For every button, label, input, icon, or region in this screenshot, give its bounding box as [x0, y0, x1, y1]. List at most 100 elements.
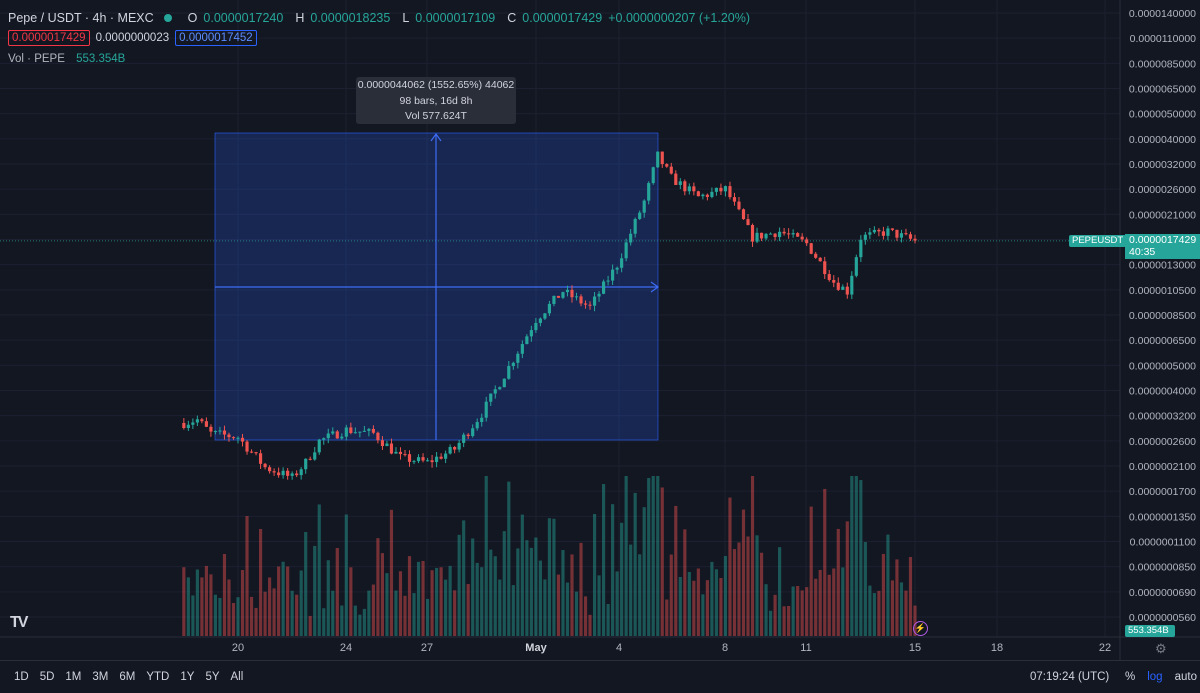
volume-bar	[475, 562, 479, 636]
volume-bar	[209, 574, 213, 636]
timeframe-6m[interactable]: 6M	[119, 671, 136, 683]
volume-bar	[453, 590, 457, 636]
measure-volume: Vol 577.624T	[405, 110, 467, 122]
candle-body	[349, 427, 353, 434]
volume-bar	[696, 568, 700, 636]
volume-bar	[552, 518, 556, 636]
timeframe-5y[interactable]: 5Y	[205, 671, 220, 683]
volume-bar	[362, 608, 366, 636]
volume-bar	[213, 594, 218, 636]
volume-bar	[367, 590, 371, 636]
candle-body	[286, 470, 290, 476]
timeframe-all[interactable]: All	[230, 671, 244, 683]
volume-bar	[218, 597, 222, 636]
candle-body	[890, 228, 895, 230]
candle-body	[493, 389, 497, 394]
volume-bar	[457, 534, 461, 636]
auto-scale-button[interactable]: auto	[1174, 671, 1197, 683]
volume-bar	[240, 570, 245, 636]
percent-scale-button[interactable]: %	[1125, 671, 1136, 683]
volume-bar	[389, 509, 394, 636]
close-value: 0.0000017429	[522, 11, 603, 25]
candle-body	[620, 258, 624, 268]
volume-bar	[629, 544, 633, 636]
candle-body	[841, 286, 845, 290]
volume-bar	[493, 556, 497, 636]
candle-body	[186, 424, 190, 429]
candle-body	[416, 457, 421, 462]
candle-body	[782, 231, 786, 234]
volume-bar	[583, 596, 588, 636]
volume-bar	[818, 569, 822, 636]
volume-bar	[750, 476, 755, 636]
candle-body	[326, 433, 330, 439]
candle-body	[317, 439, 321, 453]
candle-body	[741, 209, 746, 220]
buy-price-button[interactable]: 0.0000017452	[175, 30, 257, 46]
volume-bar	[913, 605, 917, 636]
measure-bars: 98 bars, 16d 8h	[399, 94, 473, 107]
candle-body	[913, 238, 917, 241]
candle-body	[710, 191, 714, 197]
y-tick-label: 0.0000002600	[1129, 436, 1196, 448]
utc-clock[interactable]: 07:19:24 (UTC)	[1030, 671, 1110, 683]
timeframe-1y[interactable]: 1Y	[180, 671, 195, 683]
x-tick-label: 8	[722, 642, 728, 654]
log-scale-button[interactable]: log	[1147, 671, 1163, 683]
settings-gear-icon[interactable]: ⚙	[1155, 641, 1167, 656]
volume-bar	[877, 590, 881, 636]
volume-legend[interactable]: Vol · PEPE 553.354B	[8, 53, 125, 65]
y-tick-label: 0.0000010500	[1129, 285, 1196, 297]
timeframe-1m[interactable]: 1M	[65, 671, 82, 683]
volume-bar	[841, 567, 845, 636]
candle-body	[696, 191, 700, 197]
volume-bar	[859, 480, 863, 636]
volume-bar	[796, 585, 800, 636]
volume-bar	[272, 588, 276, 636]
candle-body	[886, 228, 890, 236]
volume-bar	[231, 602, 236, 636]
timeframe-3m[interactable]: 3M	[92, 671, 109, 683]
candle-body	[222, 430, 227, 435]
volume-bar	[502, 531, 506, 636]
y-tick-label: 0.0000065000	[1129, 84, 1196, 96]
price-chart[interactable]: 0.0000140000 0.0000110000 0.0000085000 0.00…	[0, 0, 1200, 660]
candle-body	[484, 401, 488, 418]
timeframe-ytd[interactable]: YTD	[146, 671, 170, 683]
volume-bar	[195, 569, 199, 636]
volume-bar	[281, 561, 285, 636]
volume-bar	[687, 572, 691, 636]
symbol-title[interactable]: Pepe / USDT · 4h · MEXC	[8, 11, 154, 25]
candle-body	[218, 430, 222, 432]
volume-bar	[787, 605, 791, 636]
candle-body	[602, 281, 606, 294]
candle-body	[398, 451, 403, 455]
volume-bar	[620, 522, 624, 636]
candle-body	[344, 427, 348, 437]
lightning-icon[interactable]: ⚡	[913, 621, 928, 636]
timeframe-1d[interactable]: 1D	[14, 671, 29, 683]
candle-body	[692, 186, 696, 192]
bar-countdown: 40:35	[1129, 246, 1156, 258]
tradingview-logo-icon[interactable]: TV	[10, 614, 29, 631]
candle-body	[787, 233, 791, 235]
timeframe-buttons: 1D 5D 1M 3M 6M YTD 1Y 5Y All	[14, 671, 243, 683]
sell-price-button[interactable]: 0.0000017429	[8, 30, 90, 46]
candle-body	[371, 428, 375, 433]
candle-body	[191, 422, 195, 425]
timeframe-5d[interactable]: 5D	[39, 671, 55, 683]
y-tick-label: 0.0000085000	[1129, 58, 1196, 70]
volume-bar	[394, 590, 398, 636]
candle-body	[746, 219, 750, 226]
volume-bar	[268, 577, 272, 636]
candle-body	[439, 456, 443, 459]
candle-body	[507, 366, 511, 379]
volume-bar	[236, 597, 240, 636]
volume-bar	[249, 596, 254, 636]
volume-bar	[349, 567, 353, 636]
volume-bar	[308, 615, 312, 636]
candle-body	[272, 471, 276, 473]
candle-body	[732, 197, 737, 202]
candle-body	[457, 442, 461, 450]
volume-bar	[773, 594, 777, 636]
